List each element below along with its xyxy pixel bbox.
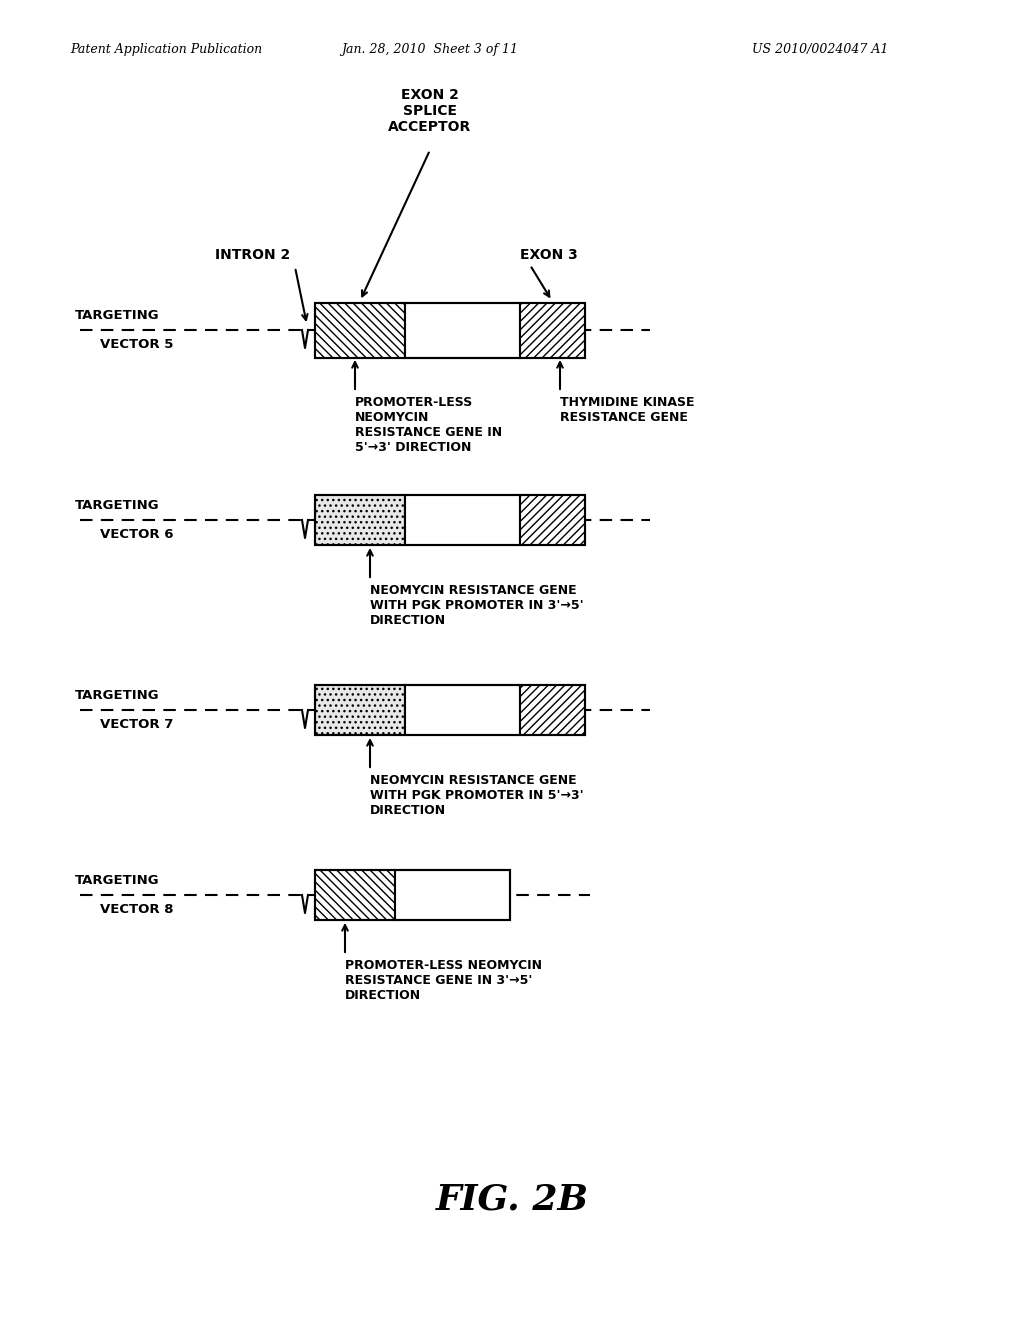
Bar	[406, 495, 520, 545]
Text: Jan. 28, 2010  Sheet 3 of 11: Jan. 28, 2010 Sheet 3 of 11	[341, 44, 518, 57]
Text: TARGETING: TARGETING	[75, 689, 160, 702]
Text: Patent Application Publication: Patent Application Publication	[70, 44, 262, 57]
Text: TARGETING: TARGETING	[75, 499, 160, 512]
Text: INTRON 2: INTRON 2	[215, 248, 290, 261]
Bar	[520, 685, 585, 735]
Bar	[520, 304, 585, 358]
Bar	[406, 304, 520, 358]
Text: THYMIDINE KINASE
RESISTANCE GENE: THYMIDINE KINASE RESISTANCE GENE	[560, 396, 694, 424]
Text: NEOMYCIN RESISTANCE GENE
WITH PGK PROMOTER IN 3'→5'
DIRECTION: NEOMYCIN RESISTANCE GENE WITH PGK PROMOT…	[370, 583, 584, 627]
Bar	[315, 495, 585, 545]
Bar	[315, 495, 406, 545]
Text: NEOMYCIN RESISTANCE GENE
WITH PGK PROMOTER IN 5'→3'
DIRECTION: NEOMYCIN RESISTANCE GENE WITH PGK PROMOT…	[370, 774, 584, 817]
Text: PROMOTER-LESS
NEOMYCIN
RESISTANCE GENE IN
5'→3' DIRECTION: PROMOTER-LESS NEOMYCIN RESISTANCE GENE I…	[355, 396, 502, 454]
Bar	[315, 870, 510, 920]
Text: EXON 2
SPLICE
ACCEPTOR: EXON 2 SPLICE ACCEPTOR	[388, 88, 472, 135]
Text: EXON 3: EXON 3	[520, 248, 578, 261]
Text: US 2010/0024047 A1: US 2010/0024047 A1	[752, 44, 888, 57]
Bar	[315, 870, 395, 920]
Text: VECTOR 6: VECTOR 6	[100, 528, 173, 541]
Bar	[520, 495, 585, 545]
Bar	[315, 304, 585, 358]
Text: TARGETING: TARGETING	[75, 874, 160, 887]
Text: VECTOR 8: VECTOR 8	[100, 903, 173, 916]
Text: VECTOR 7: VECTOR 7	[100, 718, 173, 731]
Text: TARGETING: TARGETING	[75, 309, 160, 322]
Text: VECTOR 5: VECTOR 5	[100, 338, 173, 351]
Bar	[406, 685, 520, 735]
Text: PROMOTER-LESS NEOMYCIN
RESISTANCE GENE IN 3'→5'
DIRECTION: PROMOTER-LESS NEOMYCIN RESISTANCE GENE I…	[345, 960, 542, 1002]
Bar	[315, 304, 406, 358]
Bar	[395, 870, 510, 920]
Bar	[315, 685, 585, 735]
Bar	[315, 685, 406, 735]
Text: FIG. 2B: FIG. 2B	[435, 1183, 589, 1217]
